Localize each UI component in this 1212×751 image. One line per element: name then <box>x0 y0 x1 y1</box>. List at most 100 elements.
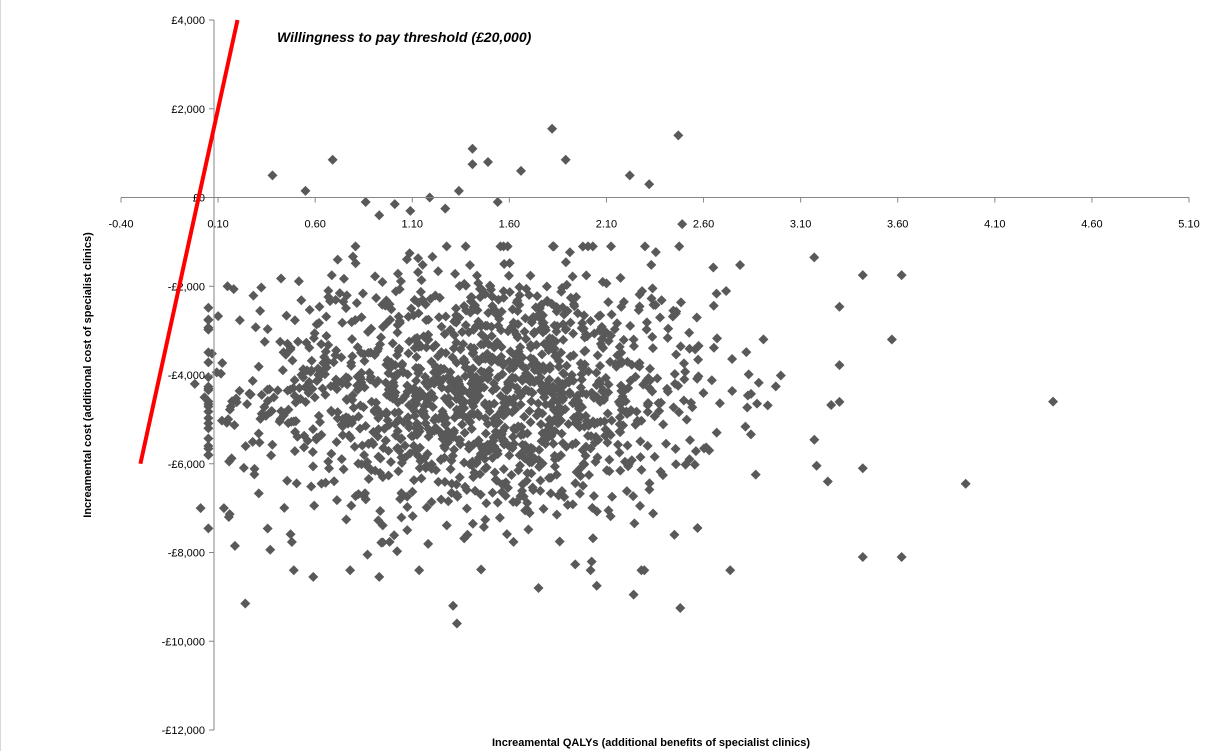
data-point <box>375 332 386 343</box>
data-point <box>604 466 615 477</box>
data-point <box>642 406 653 417</box>
y-tick-label: -£8,000 <box>168 548 205 560</box>
data-point <box>307 446 318 457</box>
willingness-to-pay-label: Willingness to pay threshold (£20,000) <box>277 29 532 45</box>
data-point <box>896 270 907 281</box>
data-point <box>647 386 658 397</box>
data-point <box>343 413 354 424</box>
data-point <box>457 419 468 430</box>
data-point <box>568 350 579 361</box>
data-point <box>549 394 560 405</box>
data-point <box>508 536 519 547</box>
data-point <box>493 417 504 428</box>
data-point <box>203 450 214 461</box>
data-point <box>414 426 425 437</box>
data-point <box>503 270 514 281</box>
data-point <box>499 258 510 269</box>
data-point <box>618 420 629 431</box>
data-point <box>337 317 348 328</box>
data-point <box>561 360 572 371</box>
data-point <box>373 424 384 435</box>
data-point <box>514 282 525 293</box>
data-point <box>566 369 577 380</box>
data-point <box>439 476 450 487</box>
data-point <box>809 252 820 263</box>
data-point <box>558 334 569 345</box>
data-point <box>370 271 381 282</box>
data-point <box>517 485 528 496</box>
data-point <box>530 375 541 386</box>
data-point <box>528 485 539 496</box>
data-point <box>470 386 481 397</box>
data-point <box>229 420 240 431</box>
data-point <box>503 482 514 493</box>
data-point <box>462 529 473 540</box>
data-point <box>775 370 786 381</box>
data-point <box>492 196 503 207</box>
data-point <box>308 333 319 344</box>
data-point <box>290 427 301 438</box>
data-point <box>522 497 533 508</box>
data-point <box>669 529 680 540</box>
y-tick-label: -£10,000 <box>162 636 205 648</box>
data-point <box>469 343 480 354</box>
data-point <box>362 549 373 560</box>
data-point <box>238 462 249 473</box>
data-point <box>480 413 491 424</box>
data-point <box>247 375 258 386</box>
data-point <box>441 241 452 252</box>
data-point <box>541 281 552 292</box>
data-point <box>372 375 383 386</box>
data-point <box>347 334 358 345</box>
data-point <box>402 502 413 513</box>
data-point <box>605 356 616 367</box>
data-point <box>329 476 340 487</box>
data-point <box>371 397 382 408</box>
data-point <box>350 241 361 252</box>
data-point <box>473 435 484 446</box>
data-point <box>662 332 673 343</box>
data-point <box>203 302 214 313</box>
data-point <box>311 432 322 443</box>
data-point <box>543 375 554 386</box>
data-point <box>324 463 335 474</box>
data-point <box>487 301 498 312</box>
data-point <box>413 450 424 461</box>
x-tick-label: 4.60 <box>1081 219 1102 231</box>
data-point <box>485 281 496 292</box>
data-point <box>520 505 531 516</box>
data-point <box>614 341 625 352</box>
data-point <box>341 395 352 406</box>
data-point <box>501 529 512 540</box>
data-point <box>606 415 617 426</box>
data-point <box>594 376 605 387</box>
data-point <box>708 300 719 311</box>
data-point <box>684 435 695 446</box>
data-point <box>960 478 971 489</box>
data-point <box>411 375 422 386</box>
data-point <box>639 241 650 252</box>
data-point <box>331 436 342 447</box>
data-point <box>886 334 897 345</box>
data-point <box>642 440 653 451</box>
data-point <box>616 301 627 312</box>
data-point <box>195 503 206 514</box>
data-point <box>428 392 439 403</box>
data-point <box>553 452 564 463</box>
data-point <box>689 459 700 470</box>
data-point <box>476 564 487 575</box>
data-point <box>686 397 697 408</box>
data-point <box>528 444 539 455</box>
data-point <box>382 355 393 366</box>
data-point <box>289 446 300 457</box>
data-point <box>468 324 479 335</box>
scatter-points <box>189 123 1059 629</box>
data-point <box>359 349 370 360</box>
data-point <box>519 411 530 422</box>
data-point <box>556 347 567 358</box>
data-point <box>675 602 686 613</box>
data-point <box>300 185 311 196</box>
data-point <box>526 457 537 468</box>
data-point <box>572 390 583 401</box>
data-point <box>307 383 318 394</box>
